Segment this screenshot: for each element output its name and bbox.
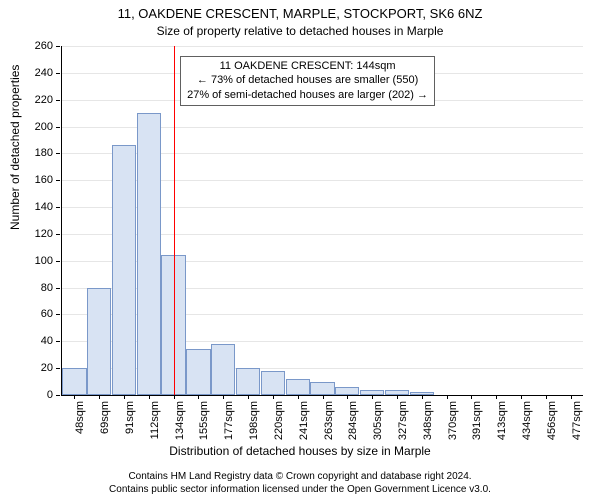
footer-line-1: Contains HM Land Registry data © Crown c… [0, 470, 600, 483]
x-tick-label: 69sqm [99, 401, 111, 434]
y-axis-label: Number of detached properties [8, 65, 22, 230]
x-tick-label: 220sqm [273, 401, 285, 440]
x-tick-label: 327sqm [397, 401, 409, 440]
x-tick [422, 395, 423, 399]
gridline [62, 46, 583, 47]
x-tick [174, 395, 175, 399]
chart-plot-area: 02040608010012014016018020022024026048sq… [61, 46, 583, 396]
x-tick [372, 395, 373, 399]
x-tick [223, 395, 224, 399]
x-tick-label: 413sqm [496, 401, 508, 440]
reference-line [174, 46, 175, 395]
histogram-bar [286, 379, 310, 395]
x-tick-label: 91sqm [124, 401, 136, 434]
x-tick [124, 395, 125, 399]
x-tick [298, 395, 299, 399]
x-tick-label: 370sqm [447, 401, 459, 440]
chart-title-sub: Size of property relative to detached ho… [0, 24, 600, 38]
x-tick-label: 456sqm [546, 401, 558, 440]
x-tick-label: 348sqm [422, 401, 434, 440]
y-tick-label: 220 [35, 94, 62, 106]
x-tick-label: 112sqm [149, 401, 161, 439]
y-tick-label: 100 [35, 255, 62, 267]
histogram-bar [310, 382, 334, 395]
y-tick-label: 40 [41, 335, 62, 347]
chart-footer: Contains HM Land Registry data © Crown c… [0, 470, 600, 496]
x-tick [397, 395, 398, 399]
x-tick-label: 177sqm [223, 401, 235, 440]
histogram-bar [236, 368, 260, 395]
y-tick-label: 160 [35, 174, 62, 186]
x-tick-label: 155sqm [198, 401, 210, 440]
y-tick-label: 200 [35, 121, 62, 133]
x-tick-label: 263sqm [323, 401, 335, 440]
y-tick-label: 180 [35, 147, 62, 159]
histogram-bar [62, 368, 86, 395]
annotation-line: 11 OAKDENE CRESCENT: 144sqm [187, 59, 428, 74]
histogram-bar [211, 344, 235, 395]
x-tick [571, 395, 572, 399]
x-axis-label: Distribution of detached houses by size … [0, 444, 600, 458]
x-tick-label: 391sqm [471, 401, 483, 440]
histogram-bar [261, 371, 285, 395]
x-tick-label: 241sqm [298, 401, 310, 440]
annotation-line: ← 73% of detached houses are smaller (55… [187, 73, 428, 88]
histogram-bar [335, 387, 359, 395]
y-tick-label: 80 [41, 282, 62, 294]
x-tick [149, 395, 150, 399]
x-tick [248, 395, 249, 399]
x-tick [471, 395, 472, 399]
x-tick-label: 48sqm [74, 401, 86, 434]
y-tick-label: 140 [35, 201, 62, 213]
histogram-bar [112, 145, 136, 395]
y-tick-label: 60 [41, 308, 62, 320]
x-tick [521, 395, 522, 399]
histogram-bar [186, 349, 210, 395]
x-tick-label: 477sqm [571, 401, 583, 440]
y-tick-label: 240 [35, 67, 62, 79]
x-tick-label: 284sqm [347, 401, 359, 440]
x-tick-label: 305sqm [372, 401, 384, 440]
x-tick-label: 434sqm [521, 401, 533, 440]
histogram-bar [137, 113, 161, 395]
x-tick-label: 134sqm [174, 401, 186, 440]
y-tick-label: 20 [41, 362, 62, 374]
histogram-bar [87, 288, 111, 395]
x-tick-label: 198sqm [248, 401, 260, 440]
annotation-box: 11 OAKDENE CRESCENT: 144sqm← 73% of deta… [180, 56, 435, 107]
x-tick [496, 395, 497, 399]
x-tick [323, 395, 324, 399]
annotation-line: 27% of semi-detached houses are larger (… [187, 88, 428, 103]
x-tick [273, 395, 274, 399]
y-tick-label: 0 [47, 389, 62, 401]
footer-line-2: Contains public sector information licen… [0, 483, 600, 496]
x-tick [74, 395, 75, 399]
y-tick-label: 120 [35, 228, 62, 240]
x-tick [347, 395, 348, 399]
x-tick [99, 395, 100, 399]
y-tick-label: 260 [35, 40, 62, 52]
x-tick [447, 395, 448, 399]
chart-title-address: 11, OAKDENE CRESCENT, MARPLE, STOCKPORT,… [0, 6, 600, 21]
x-tick [546, 395, 547, 399]
x-tick [198, 395, 199, 399]
